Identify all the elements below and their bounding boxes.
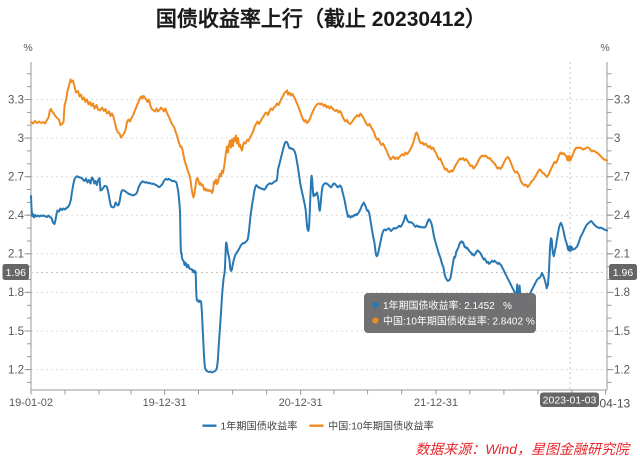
svg-text:1.2: 1.2 bbox=[8, 364, 24, 376]
svg-text:1.5: 1.5 bbox=[614, 326, 630, 338]
svg-text:1.5: 1.5 bbox=[8, 326, 24, 338]
svg-text:1年期国债收益率: 1年期国债收益率 bbox=[221, 420, 298, 433]
svg-text:1.96: 1.96 bbox=[613, 267, 634, 279]
svg-text:19-12-31: 19-12-31 bbox=[143, 397, 187, 409]
svg-text:1.2: 1.2 bbox=[614, 364, 630, 376]
svg-text:中国:10年期国债收益率: 2.8402 %: 中国:10年期国债收益率: 2.8402 % bbox=[383, 315, 535, 328]
svg-text:2023-01-03: 2023-01-03 bbox=[543, 394, 597, 406]
svg-text:21-12-31: 21-12-31 bbox=[414, 397, 458, 409]
svg-text:2.7: 2.7 bbox=[614, 172, 630, 184]
svg-text:2.4: 2.4 bbox=[8, 210, 25, 222]
svg-text:2.1: 2.1 bbox=[8, 249, 24, 261]
svg-text:%: % bbox=[600, 42, 609, 54]
svg-text:1年期国债收益率: 2.1452 %: 1年期国债收益率: 2.1452 % bbox=[383, 299, 512, 312]
svg-text:3: 3 bbox=[614, 133, 620, 145]
svg-text:数据来源：Wind，星图金融研究院: 数据来源：Wind，星图金融研究院 bbox=[415, 441, 631, 457]
svg-text:3.3: 3.3 bbox=[8, 94, 24, 106]
svg-text:2.4: 2.4 bbox=[614, 210, 631, 222]
svg-text:04-13: 04-13 bbox=[600, 397, 631, 411]
svg-text:中国:10年期国债收益率: 中国:10年期国债收益率 bbox=[328, 420, 434, 433]
svg-text:2.7: 2.7 bbox=[8, 172, 24, 184]
svg-text:3.3: 3.3 bbox=[614, 94, 630, 106]
svg-text:1.8: 1.8 bbox=[614, 287, 630, 299]
svg-text:1.96: 1.96 bbox=[6, 267, 27, 279]
svg-text:%: % bbox=[23, 42, 32, 54]
svg-text:20-12-31: 20-12-31 bbox=[279, 397, 323, 409]
svg-text:2.1: 2.1 bbox=[614, 249, 630, 261]
svg-text:3: 3 bbox=[18, 133, 24, 145]
svg-text:国债收益率上行（截止 20230412）: 国债收益率上行（截止 20230412） bbox=[156, 7, 486, 31]
svg-text:19-01-02: 19-01-02 bbox=[9, 397, 53, 409]
svg-text:1.8: 1.8 bbox=[8, 287, 24, 299]
